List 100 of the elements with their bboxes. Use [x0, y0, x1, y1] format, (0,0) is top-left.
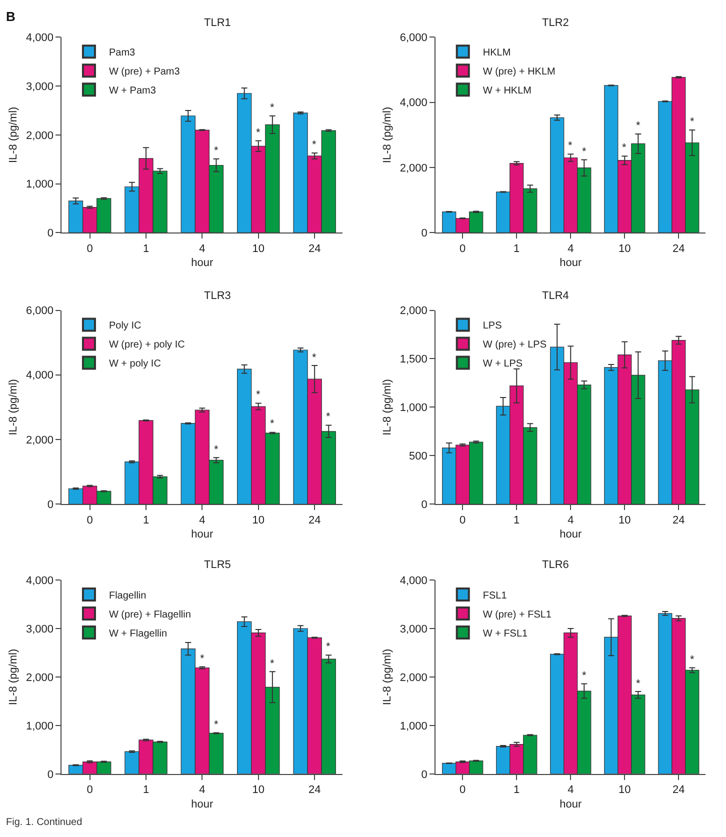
x-tick-label: 24 — [308, 784, 321, 796]
y-tick-label: 2,000 — [400, 162, 428, 174]
x-tick-label: 4 — [568, 784, 574, 796]
data-label: * — [256, 389, 261, 401]
y-tick-label: 2,000 — [26, 130, 54, 142]
data-label: * — [326, 411, 331, 423]
x-axis-title: hour — [560, 528, 582, 541]
x-tick-label: 0 — [86, 784, 93, 796]
x-tick-label: 4 — [199, 242, 206, 255]
x-tick-label: 4 — [568, 514, 574, 526]
y-tick-label: 2,000 — [26, 672, 54, 684]
y-tick-label: 4,000 — [400, 97, 428, 110]
y-tick-label: 4,000 — [26, 574, 54, 587]
y-tick-label: 1,000 — [400, 402, 428, 414]
x-tick-label: 1 — [514, 242, 520, 255]
data-label: * — [200, 653, 205, 665]
x-tick-label: 0 — [86, 514, 93, 526]
data-label: * — [582, 146, 587, 158]
x-tick-label: 0 — [86, 242, 93, 255]
y-tick-label: 3,000 — [400, 623, 428, 636]
y-tick-label: 1,000 — [26, 720, 54, 732]
legend-label: LPS — [482, 320, 502, 332]
legend-label: W + poly IC — [108, 358, 161, 370]
y-tick-label: 4,000 — [26, 32, 54, 44]
y-tick-label: 3,000 — [26, 80, 54, 93]
legend-label: W + FSL1 — [482, 628, 528, 640]
chart-title: TLR5 — [204, 559, 231, 571]
data-label: * — [256, 127, 261, 139]
y-tick-label: 6,000 — [400, 32, 428, 44]
x-tick-label: 10 — [618, 242, 631, 255]
chart-title: TLR6 — [542, 559, 569, 571]
x-tick-label: 1 — [142, 784, 150, 796]
x-tick-label: 4 — [199, 514, 206, 526]
x-tick-label: 1 — [514, 514, 520, 526]
data-label: * — [214, 719, 219, 731]
y-tick-label: 4,000 — [400, 574, 428, 587]
chart-title: TLR3 — [204, 290, 231, 302]
x-tick-label: 10 — [252, 242, 265, 255]
legend-label: Flagellin — [108, 590, 146, 602]
y-tick-label: 1,000 — [400, 720, 428, 732]
y-axis-title: IL-8 (pg/ml) — [382, 379, 394, 436]
text: B — [6, 9, 16, 24]
y-tick-label: 1,500 — [400, 354, 428, 366]
y-tick-label: 2,000 — [400, 305, 428, 318]
legend-label: Poly IC — [108, 320, 142, 332]
data-label: * — [690, 654, 695, 666]
y-tick-label: 0 — [421, 768, 428, 781]
data-label: * — [690, 116, 695, 128]
x-tick-label: 24 — [308, 514, 321, 526]
x-tick-label: 10 — [618, 784, 631, 796]
x-tick-label: 1 — [142, 514, 150, 526]
x-tick-label: 24 — [672, 784, 685, 796]
data-label: * — [312, 139, 317, 151]
y-axis-title: IL-8 (pg/ml) — [8, 379, 20, 436]
x-axis-title: hour — [191, 798, 214, 810]
data-label: * — [636, 120, 641, 132]
x-tick-label: 0 — [460, 514, 466, 526]
y-tick-label: 3,000 — [26, 623, 54, 636]
x-tick-label: 1 — [142, 242, 150, 255]
y-tick-label: 0 — [421, 498, 428, 511]
legend-label: W (pre) + poly IC — [108, 340, 185, 351]
y-tick-label: 0 — [47, 768, 54, 781]
data-label: * — [270, 658, 275, 670]
data-label: * — [568, 140, 573, 152]
x-tick-label: 24 — [672, 242, 685, 255]
data-label: * — [214, 145, 219, 157]
data-label: * — [582, 670, 587, 682]
y-tick-label: 2,000 — [26, 434, 54, 446]
legend-label: W + LPS — [482, 358, 523, 370]
y-axis-title: IL-8 (pg/ml) — [8, 106, 20, 164]
y-tick-label: 0 — [47, 498, 54, 511]
legend-label: W (pre) + Flagellin — [108, 609, 191, 620]
x-axis-title: hour — [191, 257, 214, 270]
x-tick-label: 10 — [252, 514, 265, 526]
data-label: * — [622, 142, 627, 154]
legend-label: W (pre) + LPS — [482, 340, 547, 351]
y-tick-label: 2,000 — [400, 672, 428, 684]
y-axis-title: IL-8 (pg/ml) — [8, 648, 20, 706]
legend-label: W + HKLM — [482, 86, 532, 97]
x-tick-label: 1 — [514, 784, 520, 796]
data-label: * — [312, 352, 317, 364]
y-tick-label: 6,000 — [26, 305, 54, 318]
legend-label: W (pre) + HKLM — [482, 66, 556, 78]
data-label: * — [636, 678, 641, 690]
x-tick-label: 10 — [252, 784, 265, 796]
legend-label: FSL1 — [482, 590, 508, 602]
chart-title: TLR4 — [542, 290, 569, 302]
y-tick-label: 0 — [47, 228, 54, 240]
legend-label: W (pre) + Pam3 — [108, 66, 180, 78]
chart-title: TLR1 — [204, 17, 231, 29]
data-label: * — [270, 418, 275, 430]
data-label: * — [326, 641, 331, 653]
y-tick-label: 0 — [421, 228, 428, 240]
data-label: * — [214, 444, 219, 456]
x-tick-label: 4 — [199, 784, 206, 796]
x-axis-title: hour — [560, 798, 582, 810]
x-tick-label: 24 — [672, 514, 685, 526]
y-axis-title: IL-8 (pg/ml) — [382, 648, 394, 706]
x-tick-label: 24 — [308, 242, 321, 255]
x-tick-label: 0 — [460, 784, 466, 796]
